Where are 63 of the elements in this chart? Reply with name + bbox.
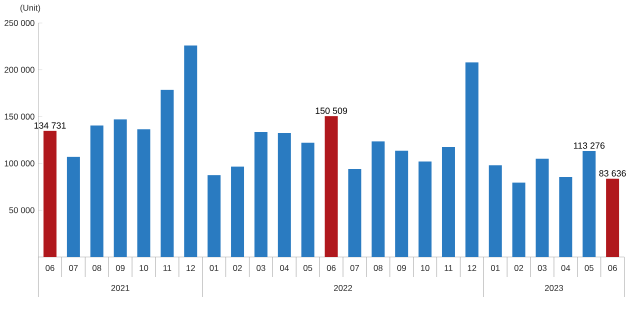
bar (66, 156, 80, 257)
x-tick-label: 10 (420, 265, 430, 271)
y-tick-label: 250 000 (4, 20, 34, 26)
bar (278, 132, 291, 257)
bar (465, 62, 478, 257)
x-tick-label: 04 (561, 265, 570, 271)
x-tick-label: 10 (140, 265, 148, 271)
x-tick-label: 11 (444, 265, 452, 271)
x-tick-label: 07 (69, 265, 78, 271)
bar (488, 165, 502, 257)
data-label: 83 636 (599, 170, 626, 177)
data-label: 150 509 (316, 108, 348, 114)
bar (184, 45, 198, 257)
bar (582, 150, 596, 257)
bar (231, 166, 244, 257)
bar (254, 132, 268, 257)
x-tick-label: 09 (397, 265, 406, 271)
x-tick-label: 06 (46, 265, 54, 271)
bar (559, 176, 572, 257)
x-tick-label: 05 (303, 265, 312, 271)
bar (606, 178, 620, 257)
x-tick-label: 12 (468, 265, 476, 271)
x-tick-label: 01 (490, 265, 500, 271)
x-tick-label: 02 (233, 265, 242, 271)
bar (160, 90, 174, 257)
bar (536, 158, 549, 257)
bar (301, 142, 314, 257)
x-tick-label: 03 (538, 265, 547, 271)
y-tick-label: 150 000 (4, 114, 34, 120)
x-tick-label: 08 (374, 265, 383, 271)
bar (114, 119, 127, 257)
x-tick-label: 06 (326, 265, 336, 271)
x-tick-label: 02 (514, 265, 524, 271)
x-tick-label: 08 (92, 265, 102, 271)
y-axis-title: (Unit) (20, 4, 40, 12)
y-tick-label: 100 000 (4, 160, 34, 166)
bar (395, 150, 408, 257)
bar (418, 162, 432, 257)
x-tick-label: 01 (210, 265, 218, 271)
text: 2023 (544, 285, 564, 291)
x-tick-label: 04 (280, 265, 289, 271)
bar (442, 147, 455, 257)
x-tick-label: 06 (608, 265, 617, 271)
bar (44, 130, 56, 257)
y-tick-label: 200 000 (4, 66, 34, 73)
text: 2022 (334, 285, 352, 291)
x-tick-label: 09 (116, 265, 125, 271)
data-label: 113 276 (574, 142, 605, 149)
bar (90, 125, 104, 257)
bar (324, 116, 338, 257)
bar (372, 141, 385, 257)
bar (512, 182, 526, 257)
bar (348, 169, 362, 257)
x-tick-label: 11 (163, 265, 172, 271)
x-tick-label: 12 (186, 265, 195, 271)
x-tick-label: 07 (350, 265, 360, 271)
data-label: 134 731 (34, 122, 66, 129)
x-tick-label: 05 (584, 265, 594, 271)
bar (208, 175, 221, 257)
x-tick-label: 03 (256, 265, 266, 271)
y-tick-label: 50 000 (9, 207, 34, 214)
bar (137, 129, 150, 257)
text: 2021 (111, 285, 130, 291)
